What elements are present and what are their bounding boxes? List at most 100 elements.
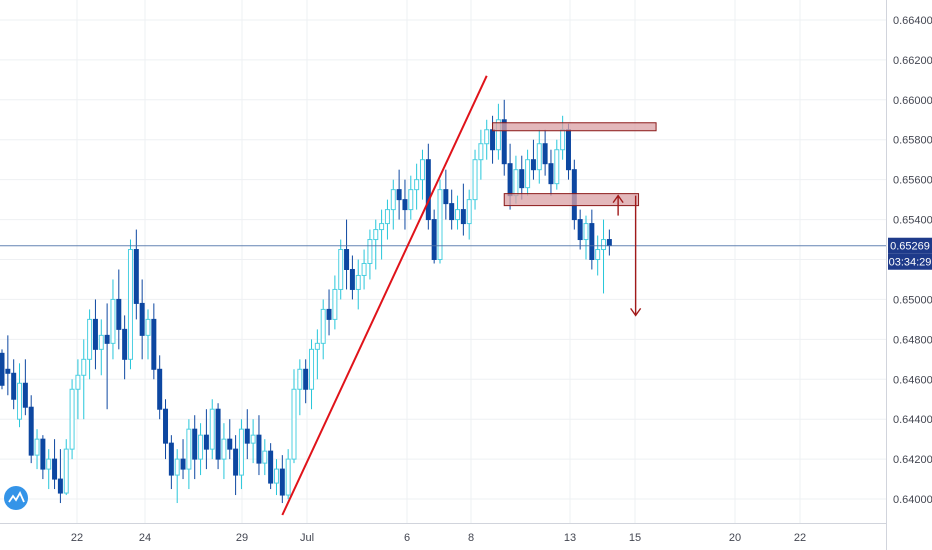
candle-body-up bbox=[379, 223, 385, 231]
candle-body-up bbox=[373, 229, 379, 241]
candle-body-down bbox=[22, 382, 28, 408]
candle bbox=[449, 189, 455, 230]
candle bbox=[198, 423, 204, 476]
trendline[interactable] bbox=[281, 75, 488, 516]
candle bbox=[268, 443, 274, 490]
candle-body-down bbox=[396, 189, 402, 201]
x-tick-label: 6 bbox=[404, 532, 410, 544]
candle bbox=[186, 419, 192, 490]
candle bbox=[52, 439, 58, 490]
zone-upper-resistance[interactable] bbox=[492, 122, 657, 132]
candle bbox=[81, 339, 87, 420]
x-tick-label: 13 bbox=[564, 532, 576, 544]
target-down-arrow[interactable] bbox=[630, 195, 642, 317]
candle-body-down bbox=[215, 408, 221, 460]
candle bbox=[414, 163, 420, 210]
candle bbox=[244, 409, 250, 460]
candle-body-down bbox=[425, 159, 431, 221]
candle-body-up bbox=[472, 159, 478, 201]
candle bbox=[425, 143, 431, 230]
candle-body-up bbox=[332, 288, 338, 320]
candle-body-down bbox=[57, 478, 63, 494]
pullback-up-arrow[interactable] bbox=[612, 194, 624, 216]
candle-body-up bbox=[17, 382, 23, 420]
y-tick-label: 0.65400 bbox=[893, 215, 932, 227]
candle-body-up bbox=[414, 179, 420, 191]
x-tick-label: 20 bbox=[729, 532, 741, 544]
candle bbox=[69, 379, 75, 460]
candle bbox=[92, 299, 98, 370]
candle bbox=[455, 195, 461, 230]
candle bbox=[419, 149, 425, 200]
candle-body-up bbox=[478, 143, 484, 161]
arrow-head bbox=[612, 194, 624, 204]
candle bbox=[209, 399, 215, 460]
candle bbox=[361, 249, 367, 290]
drawings[interactable] bbox=[0, 75, 886, 516]
candle-body-up bbox=[221, 438, 227, 460]
candle-body-up bbox=[69, 388, 75, 450]
candle bbox=[583, 215, 589, 260]
candle bbox=[309, 339, 315, 410]
candle-body-down bbox=[28, 406, 34, 456]
candle bbox=[34, 429, 40, 470]
candle-body-up bbox=[34, 438, 40, 456]
candle-body-up bbox=[81, 358, 87, 376]
candle bbox=[519, 155, 525, 200]
candle-body-down bbox=[192, 428, 198, 460]
candle bbox=[192, 415, 198, 480]
candle bbox=[127, 239, 133, 370]
candle bbox=[291, 369, 297, 464]
candle bbox=[17, 363, 23, 428]
candle-body-down bbox=[157, 368, 163, 410]
candle-body-up bbox=[63, 448, 69, 494]
zone-broken-support[interactable] bbox=[503, 193, 640, 207]
candle-body-up bbox=[338, 249, 344, 290]
candle-body-up bbox=[466, 199, 472, 225]
candle-body-down bbox=[139, 302, 145, 336]
candle bbox=[589, 209, 595, 270]
x-tick-label: 8 bbox=[468, 532, 474, 544]
candle-body-down bbox=[501, 119, 507, 165]
candle-body-up bbox=[355, 274, 361, 290]
candle-body-down bbox=[449, 203, 455, 221]
candle-body-up bbox=[361, 262, 367, 276]
candle bbox=[402, 179, 408, 230]
candle-body-up bbox=[209, 408, 215, 450]
x-tick-label: Jul bbox=[300, 532, 314, 544]
candle bbox=[163, 399, 169, 460]
candle-body-up bbox=[560, 129, 566, 151]
candle bbox=[279, 455, 285, 504]
candle-body-up bbox=[595, 249, 601, 261]
candle bbox=[46, 449, 52, 490]
candle-body-up bbox=[198, 434, 204, 460]
candle bbox=[601, 219, 607, 294]
candle bbox=[215, 403, 221, 470]
candle-body-up bbox=[186, 428, 192, 470]
candle bbox=[478, 129, 484, 180]
countdown-label: 03:34:29 bbox=[889, 257, 932, 269]
candle-body-up bbox=[495, 119, 501, 151]
candle bbox=[203, 409, 209, 470]
candle bbox=[0, 349, 5, 390]
candle-body-down bbox=[151, 318, 157, 370]
x-tick-label: 24 bbox=[139, 532, 151, 544]
candle bbox=[22, 359, 28, 416]
y-tick-label: 0.65600 bbox=[893, 175, 932, 187]
candle-body-up bbox=[262, 450, 268, 464]
candle-body-down bbox=[530, 159, 536, 171]
grid bbox=[0, 0, 886, 523]
y-tick-label: 0.65000 bbox=[893, 294, 932, 306]
y-tick-label: 0.66000 bbox=[893, 95, 932, 107]
candle bbox=[233, 435, 239, 496]
candle-body-down bbox=[180, 458, 186, 470]
candle bbox=[367, 229, 373, 280]
candle-body-up bbox=[583, 223, 589, 241]
logo-icon bbox=[4, 486, 28, 510]
candle-body-down bbox=[519, 169, 525, 189]
candle-body-up bbox=[285, 458, 291, 496]
candle-body-down bbox=[268, 450, 274, 484]
candle bbox=[355, 259, 361, 310]
